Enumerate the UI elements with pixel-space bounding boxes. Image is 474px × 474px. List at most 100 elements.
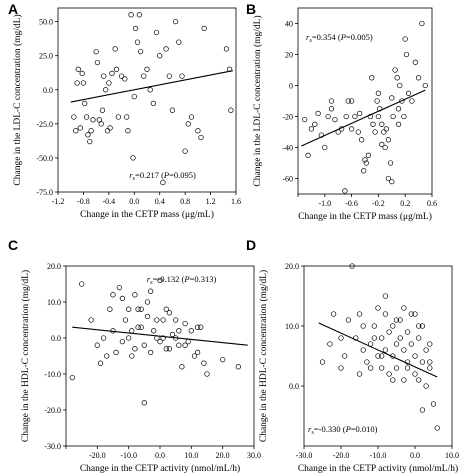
data-point (169, 331, 176, 338)
y-tick-label: -20 (282, 113, 293, 122)
y-tick-label: 40 (285, 20, 293, 29)
data-point (77, 125, 83, 131)
data-point (419, 323, 426, 329)
data-point (191, 353, 198, 359)
data-point (427, 341, 433, 347)
data-point (327, 341, 333, 347)
data-point (122, 317, 129, 323)
data-point (328, 106, 335, 112)
x-tick-label: -20.0 (89, 451, 106, 460)
data-point (100, 335, 107, 341)
y-tick-label: 0.0 (289, 382, 299, 391)
data-point (404, 329, 411, 335)
x-tick-label: 1.2 (206, 197, 216, 206)
data-point (419, 407, 426, 413)
data-point (362, 157, 368, 163)
correlation-annotation: rs=-0.330 (P=0.010) (308, 424, 378, 436)
data-point (382, 347, 389, 353)
data-point (157, 53, 163, 59)
data-point (379, 335, 385, 341)
stat-subscript: s (150, 279, 153, 286)
data-point (387, 160, 394, 166)
data-point (401, 377, 407, 383)
data-point (315, 110, 321, 117)
data-point (390, 377, 396, 383)
data-point (371, 335, 377, 341)
stat-prefix: r (147, 274, 151, 284)
data-point (412, 353, 418, 359)
y-tick-label: 0.0 (43, 86, 53, 95)
data-point (397, 335, 403, 341)
stat-p-label: P (345, 424, 351, 434)
data-point (393, 365, 400, 371)
data-point (188, 328, 194, 334)
y-tick-label: -30.0 (44, 442, 61, 451)
data-point (356, 311, 363, 317)
data-point (389, 178, 395, 185)
x-tick-label: 0.8 (180, 197, 190, 206)
data-point (119, 338, 126, 345)
stat-p-label: P (163, 170, 169, 180)
data-point (163, 306, 169, 312)
data-point (395, 121, 402, 127)
data-point (79, 70, 85, 77)
data-point (179, 364, 185, 370)
x-tick-label: 30.0 (247, 451, 261, 460)
stat-text: =-0.330 ( (314, 424, 346, 434)
y-tick-label: 0.0 (51, 334, 61, 343)
data-point (83, 114, 90, 120)
data-point (201, 25, 207, 32)
data-point (360, 323, 366, 329)
correlation-annotation: rs=-0.132 (P=0.313) (147, 274, 217, 286)
x-tick-label: -1.2 (52, 197, 65, 206)
x-axis-label: Change in the CETP mass (μg/mL) (80, 209, 214, 220)
data-point (147, 87, 153, 93)
data-point (73, 128, 79, 134)
data-point (393, 341, 400, 347)
data-point (349, 263, 355, 269)
y-tick-label: -75.0 (36, 188, 53, 197)
data-point (383, 126, 390, 132)
data-point (99, 107, 106, 113)
data-point (179, 73, 185, 79)
data-point (118, 73, 125, 79)
stat-p-label: P (183, 274, 189, 284)
data-point (85, 132, 91, 138)
data-point (166, 346, 173, 352)
data-point (182, 148, 188, 154)
data-point (137, 48, 144, 55)
data-point (103, 87, 109, 93)
data-point (381, 129, 387, 135)
y-tick-label: 25.0 (39, 52, 53, 61)
data-point (325, 113, 331, 120)
data-point (176, 342, 182, 348)
data-point (129, 353, 135, 359)
data-point (94, 342, 100, 348)
data-point (132, 346, 138, 352)
data-point (98, 121, 104, 127)
data-point (160, 335, 166, 341)
data-point (386, 329, 392, 335)
data-point (405, 90, 412, 96)
data-point (412, 311, 418, 317)
data-point (422, 82, 428, 89)
data-point (176, 39, 182, 45)
stat-text: =-0.132 ( (153, 274, 185, 284)
data-point (379, 121, 385, 127)
data-point (147, 349, 154, 356)
data-point (113, 66, 120, 72)
data-point (122, 76, 128, 82)
stat-p-label: P (340, 32, 346, 42)
data-point (163, 46, 169, 52)
data-point (185, 121, 191, 127)
x-tick-label: -10.0 (120, 451, 137, 460)
y-tick-label: 20.0 (47, 262, 61, 271)
data-point (345, 317, 352, 323)
stat-subscript: s (309, 37, 312, 44)
data-point (132, 292, 138, 298)
data-point (141, 400, 147, 406)
x-tick-label: 0.2 (400, 199, 410, 208)
data-point (430, 401, 437, 407)
data-point (394, 75, 400, 81)
correlation-annotation: rs=0.354 (P=0.005) (306, 32, 373, 44)
